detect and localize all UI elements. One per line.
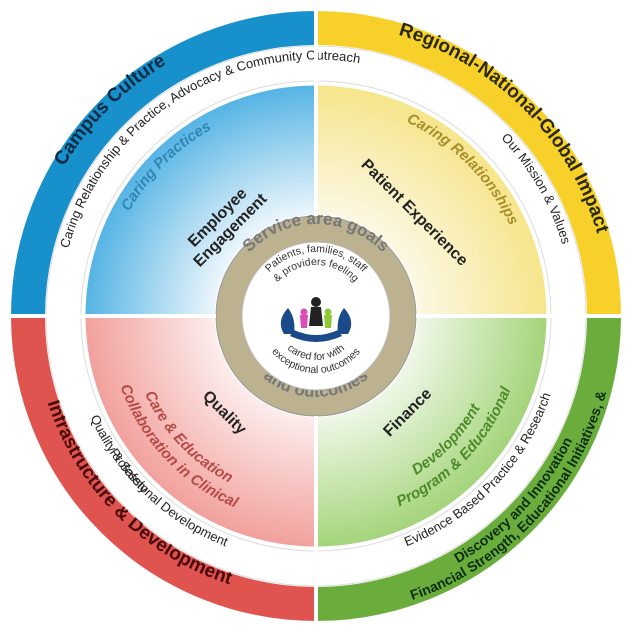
radial-diagram: Campus CultureRegional-National-Global I… xyxy=(0,0,632,632)
